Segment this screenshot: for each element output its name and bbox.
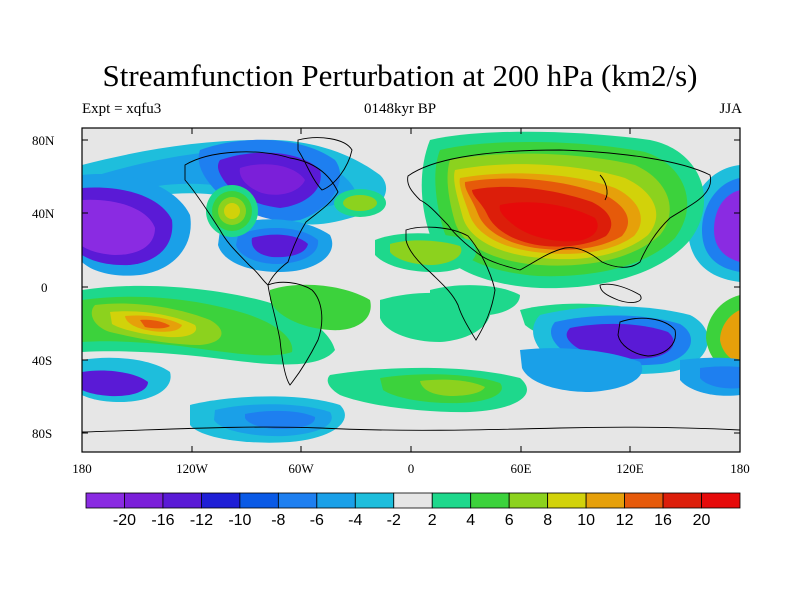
y-tick-label: 0 (41, 280, 48, 295)
colorbar-level-label: -20 (112, 512, 137, 529)
colorbar-level-label: -2 (386, 512, 401, 529)
colorbar-swatch (239, 492, 279, 509)
colorbar-level-label: 20 (692, 512, 711, 529)
colorbar-level-label: 4 (466, 512, 476, 529)
x-tick-label: 0 (407, 461, 415, 476)
colorbar-swatch (85, 492, 125, 509)
period-label: 0148kyr BP (363, 101, 437, 117)
x-tick-label: 60E (510, 461, 532, 476)
colorbar-swatch (124, 492, 164, 509)
colorbar-swatch (624, 492, 664, 509)
colorbar-swatch (547, 492, 587, 509)
y-tick-label: 80N (32, 133, 55, 148)
colorbar-swatch (585, 492, 625, 509)
y-tick-label: 40N (32, 206, 55, 221)
colorbar-level-label: -4 (348, 512, 363, 529)
y-tick-label: 80S (32, 426, 53, 441)
x-tick-label: 180 (72, 461, 92, 476)
colorbar-swatch (470, 492, 510, 509)
colorbar-swatch (201, 492, 241, 509)
map-title: Streamfunction Perturbation at 200 hPa (… (102, 58, 698, 93)
colorbar-level-label: -8 (271, 512, 286, 529)
x-tick-label: 120E (616, 461, 644, 476)
colorbar-swatch (354, 492, 395, 509)
season-label: JJA (719, 101, 742, 117)
colorbar-swatch (662, 492, 702, 509)
colorbar-swatch (277, 492, 318, 509)
colorbar-swatch (162, 492, 202, 509)
colorbar-level-label: -10 (228, 512, 252, 529)
colorbar-level-label: -16 (151, 512, 175, 529)
axis-ticks (81, 128, 741, 452)
colorbar-level-label: 6 (504, 512, 514, 529)
x-tick-label: 180 (730, 461, 750, 476)
colorbar-swatch (701, 492, 741, 509)
colorbar-level-label: 16 (654, 512, 672, 529)
x-tick-label: 60W (288, 461, 314, 476)
colorbar-level-label: 8 (543, 512, 553, 529)
colorbar-swatch (431, 492, 472, 509)
experiment-label: Expt = xqfu3 (82, 101, 162, 117)
colorbar-swatch (393, 492, 433, 509)
colorbar-level-label: -6 (309, 512, 324, 529)
contour-field (82, 128, 740, 452)
colorbar-swatch (316, 492, 356, 509)
colorbar-level-label: 12 (615, 512, 634, 529)
x-tick-label: 120W (176, 461, 208, 476)
y-tick-label: 40S (32, 353, 53, 368)
colorbar-level-label: 2 (427, 512, 437, 529)
colorbar-level-label: 10 (577, 512, 595, 529)
colorbar (85, 492, 741, 509)
coastlines (82, 137, 740, 433)
colorbar-level-label: -12 (189, 512, 213, 529)
colorbar-swatch (508, 492, 549, 509)
